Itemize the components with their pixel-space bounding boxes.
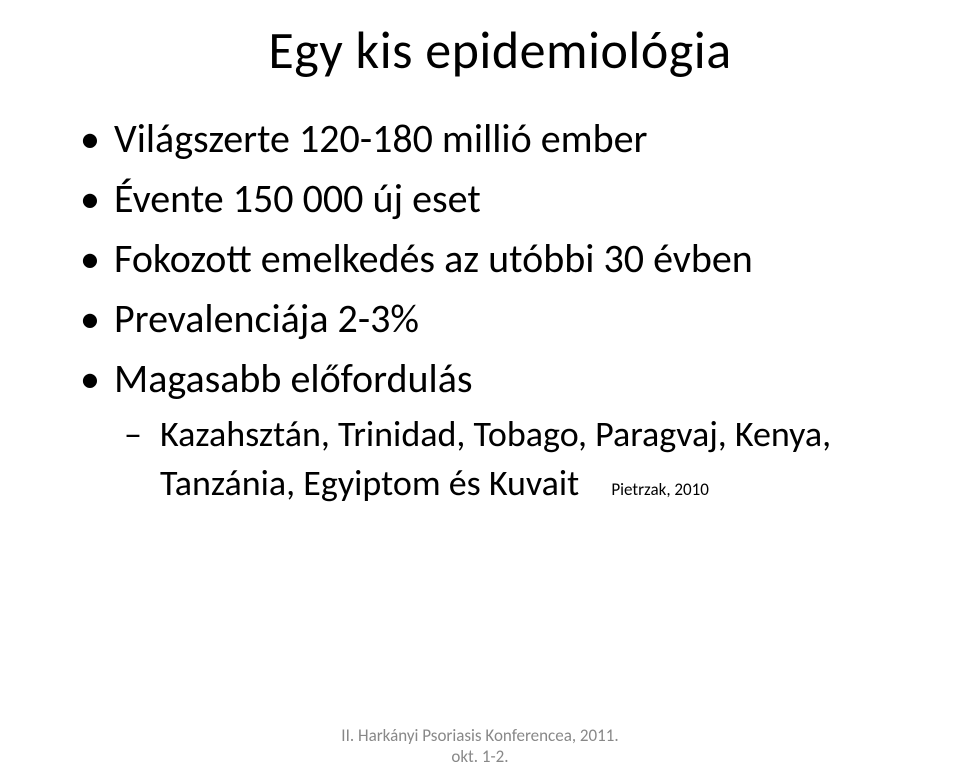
citation: Pietrzak, 2010: [587, 479, 709, 500]
bullet-list: Világszerte 120-180 millió ember Évente …: [80, 112, 920, 507]
list-item: Évente 150 000 új eset: [80, 172, 920, 226]
bullet-text: Világszerte 120-180 millió ember: [114, 114, 647, 163]
bullet-text: Magasabb előfordulás: [114, 354, 473, 403]
list-item: Világszerte 120-180 millió ember: [80, 112, 920, 166]
footer-line1: II. Harkányi Psoriasis Konferencea, 2011…: [341, 725, 618, 746]
slide: Egy kis epidemiológia Világszerte 120-18…: [0, 0, 960, 781]
footer-line2: okt. 1-2.: [451, 746, 508, 767]
slide-title: Egy kis epidemiológia: [80, 18, 920, 82]
list-item: Kazahsztán, Trinidad, Tobago, Paragvaj, …: [114, 410, 920, 507]
bullet-text: Évente 150 000 új eset: [114, 174, 481, 223]
list-item: Magasabb előfordulás Kazahsztán, Trinida…: [80, 352, 920, 507]
bullet-text: Fokozott emelkedés az utóbbi 30 évben: [114, 234, 753, 283]
sub-bullet-text: Kazahsztán, Trinidad, Tobago, Paragvaj, …: [160, 412, 831, 456]
bullet-text: Prevalenciája 2-3%: [114, 294, 419, 343]
footer: II. Harkányi Psoriasis Konferencea, 2011…: [0, 725, 960, 768]
list-item: Fokozott emelkedés az utóbbi 30 évben: [80, 232, 920, 286]
list-item: Prevalenciája 2-3%: [80, 292, 920, 346]
sub-bullet-list: Kazahsztán, Trinidad, Tobago, Paragvaj, …: [114, 410, 920, 507]
sub-bullet-text: Tanzánia, Egyiptom és Kuvait: [160, 461, 579, 505]
